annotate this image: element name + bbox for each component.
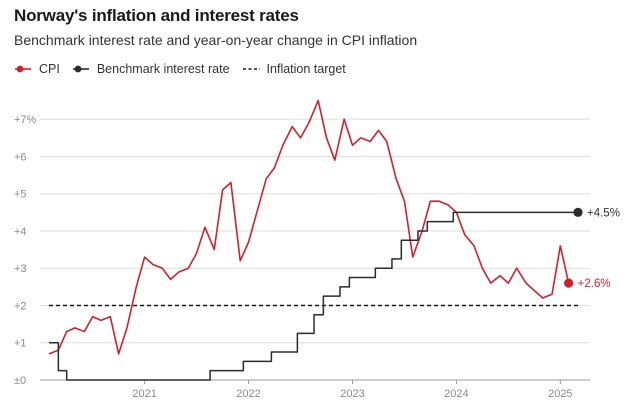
y-tick-label: +1 [14, 338, 27, 350]
series-line-benchmark-interest-rate [49, 211, 578, 381]
series-end-marker-benchmark-interest-rate [573, 207, 583, 217]
legend-interest-rate-marker [72, 65, 89, 73]
series-end-label-benchmark-interest-rate: +4.5% [587, 207, 620, 219]
x-tick-label: 2025 [548, 388, 572, 400]
legend: CPI Benchmark interest rate Inflation ta… [14, 62, 358, 76]
x-tick-label: 2024 [444, 388, 468, 400]
x-tick-label: 2023 [340, 388, 364, 400]
legend-cpi-label: CPI [39, 62, 60, 76]
legend-cpi-marker [15, 65, 31, 73]
series-end-marker-cpi [564, 278, 574, 288]
y-tick-label: +2 [14, 300, 27, 312]
y-tick-label: +5 [14, 189, 27, 201]
legend-inflation-target-marker [242, 68, 260, 70]
legend-item-cpi: CPI [14, 62, 60, 76]
chart-title: Norway's inflation and interest rates [14, 6, 299, 25]
x-tick-label: 2022 [236, 388, 260, 400]
legend-item-interest-rate: Benchmark interest rate [72, 62, 230, 76]
y-tick-label: +3 [14, 263, 27, 275]
series-end-label-cpi: +2.6% [578, 278, 611, 290]
y-tick-label: +7% [14, 114, 37, 126]
legend-item-inflation-target: Inflation target [242, 62, 346, 76]
legend-inflation-target-label: Inflation target [266, 62, 346, 76]
x-tick-label: 2021 [132, 388, 156, 400]
legend-interest-rate-label: Benchmark interest rate [96, 62, 230, 76]
y-tick-label: +4 [14, 226, 27, 238]
series-line-cpi [48, 99, 570, 355]
chart-subtitle: Benchmark interest rate and year-on-year… [14, 32, 418, 48]
y-tick-label: ±0 [14, 375, 26, 387]
y-tick-label: +6 [14, 151, 27, 163]
